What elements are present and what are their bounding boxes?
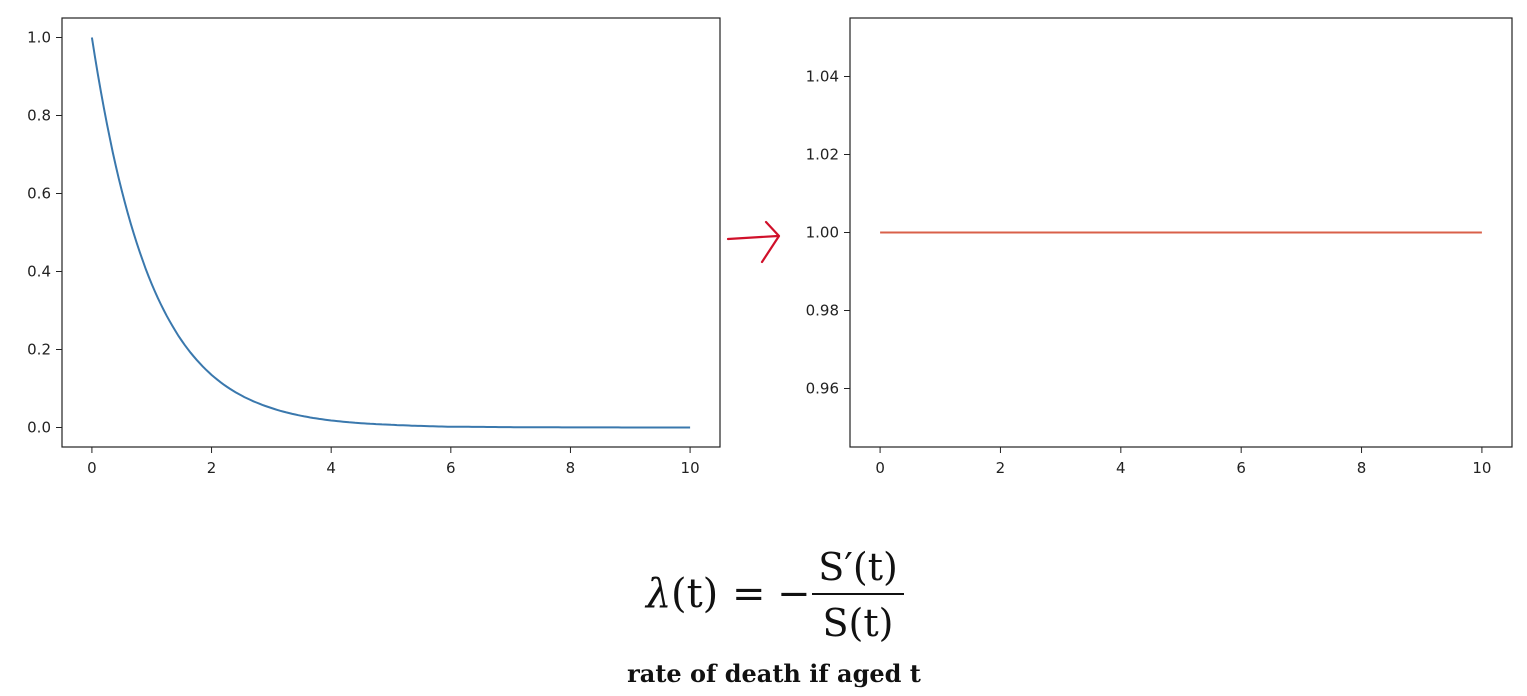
x-tick-label: 0 <box>87 459 97 477</box>
red-arrow-annotation <box>726 220 781 264</box>
formula-caption: rate of death if aged t <box>627 659 921 688</box>
formula-lhs-arg: (t) <box>671 571 718 617</box>
formula-equals: = <box>732 571 766 617</box>
x-tick-label: 10 <box>681 459 700 477</box>
x-tick-label: 0 <box>875 459 885 477</box>
hazard-chart: 0 2 4 6 8 10 0.96 0.98 1.00 1.02 1.04 <box>806 17 1513 477</box>
y-tick-label: 1.00 <box>806 224 839 242</box>
formula-denominator: S(t) <box>823 601 894 645</box>
y-tick-label: 0.6 <box>27 185 51 203</box>
y-tick-label: 1.04 <box>806 68 839 86</box>
formula-lambda: λ <box>644 571 671 617</box>
x-tick-label: 2 <box>207 459 217 477</box>
formula-minus: − <box>777 571 811 617</box>
series-line <box>90 37 691 429</box>
x-tick-label: 8 <box>566 459 576 477</box>
x-tick-label: 10 <box>1472 459 1491 477</box>
y-tick-label: 1.02 <box>806 146 839 164</box>
y-tick-label: 0.8 <box>27 107 51 125</box>
x-tick-label: 4 <box>326 459 336 477</box>
y-tick-label: 0.98 <box>806 302 839 320</box>
plot-frame <box>61 17 721 448</box>
y-tick-label: 0.2 <box>27 341 51 359</box>
survival-chart: 0 2 4 6 8 10 0.0 0.2 0.4 0.6 0.8 1.0 <box>27 17 721 477</box>
x-tick-label: 6 <box>446 459 456 477</box>
x-tick-label: 6 <box>1236 459 1246 477</box>
y-tick-label: 0.0 <box>27 419 51 437</box>
x-tick-label: 4 <box>1116 459 1126 477</box>
y-tick-label: 1.0 <box>27 29 51 47</box>
x-tick-label: 2 <box>996 459 1006 477</box>
x-tick-label: 8 <box>1357 459 1367 477</box>
y-tick-label: 0.96 <box>806 380 839 398</box>
hazard-formula: λ (t) = − S′(t) S(t) <box>644 545 904 645</box>
formula-numerator: S′(t) <box>818 545 898 589</box>
y-tick-label: 0.4 <box>27 263 51 281</box>
